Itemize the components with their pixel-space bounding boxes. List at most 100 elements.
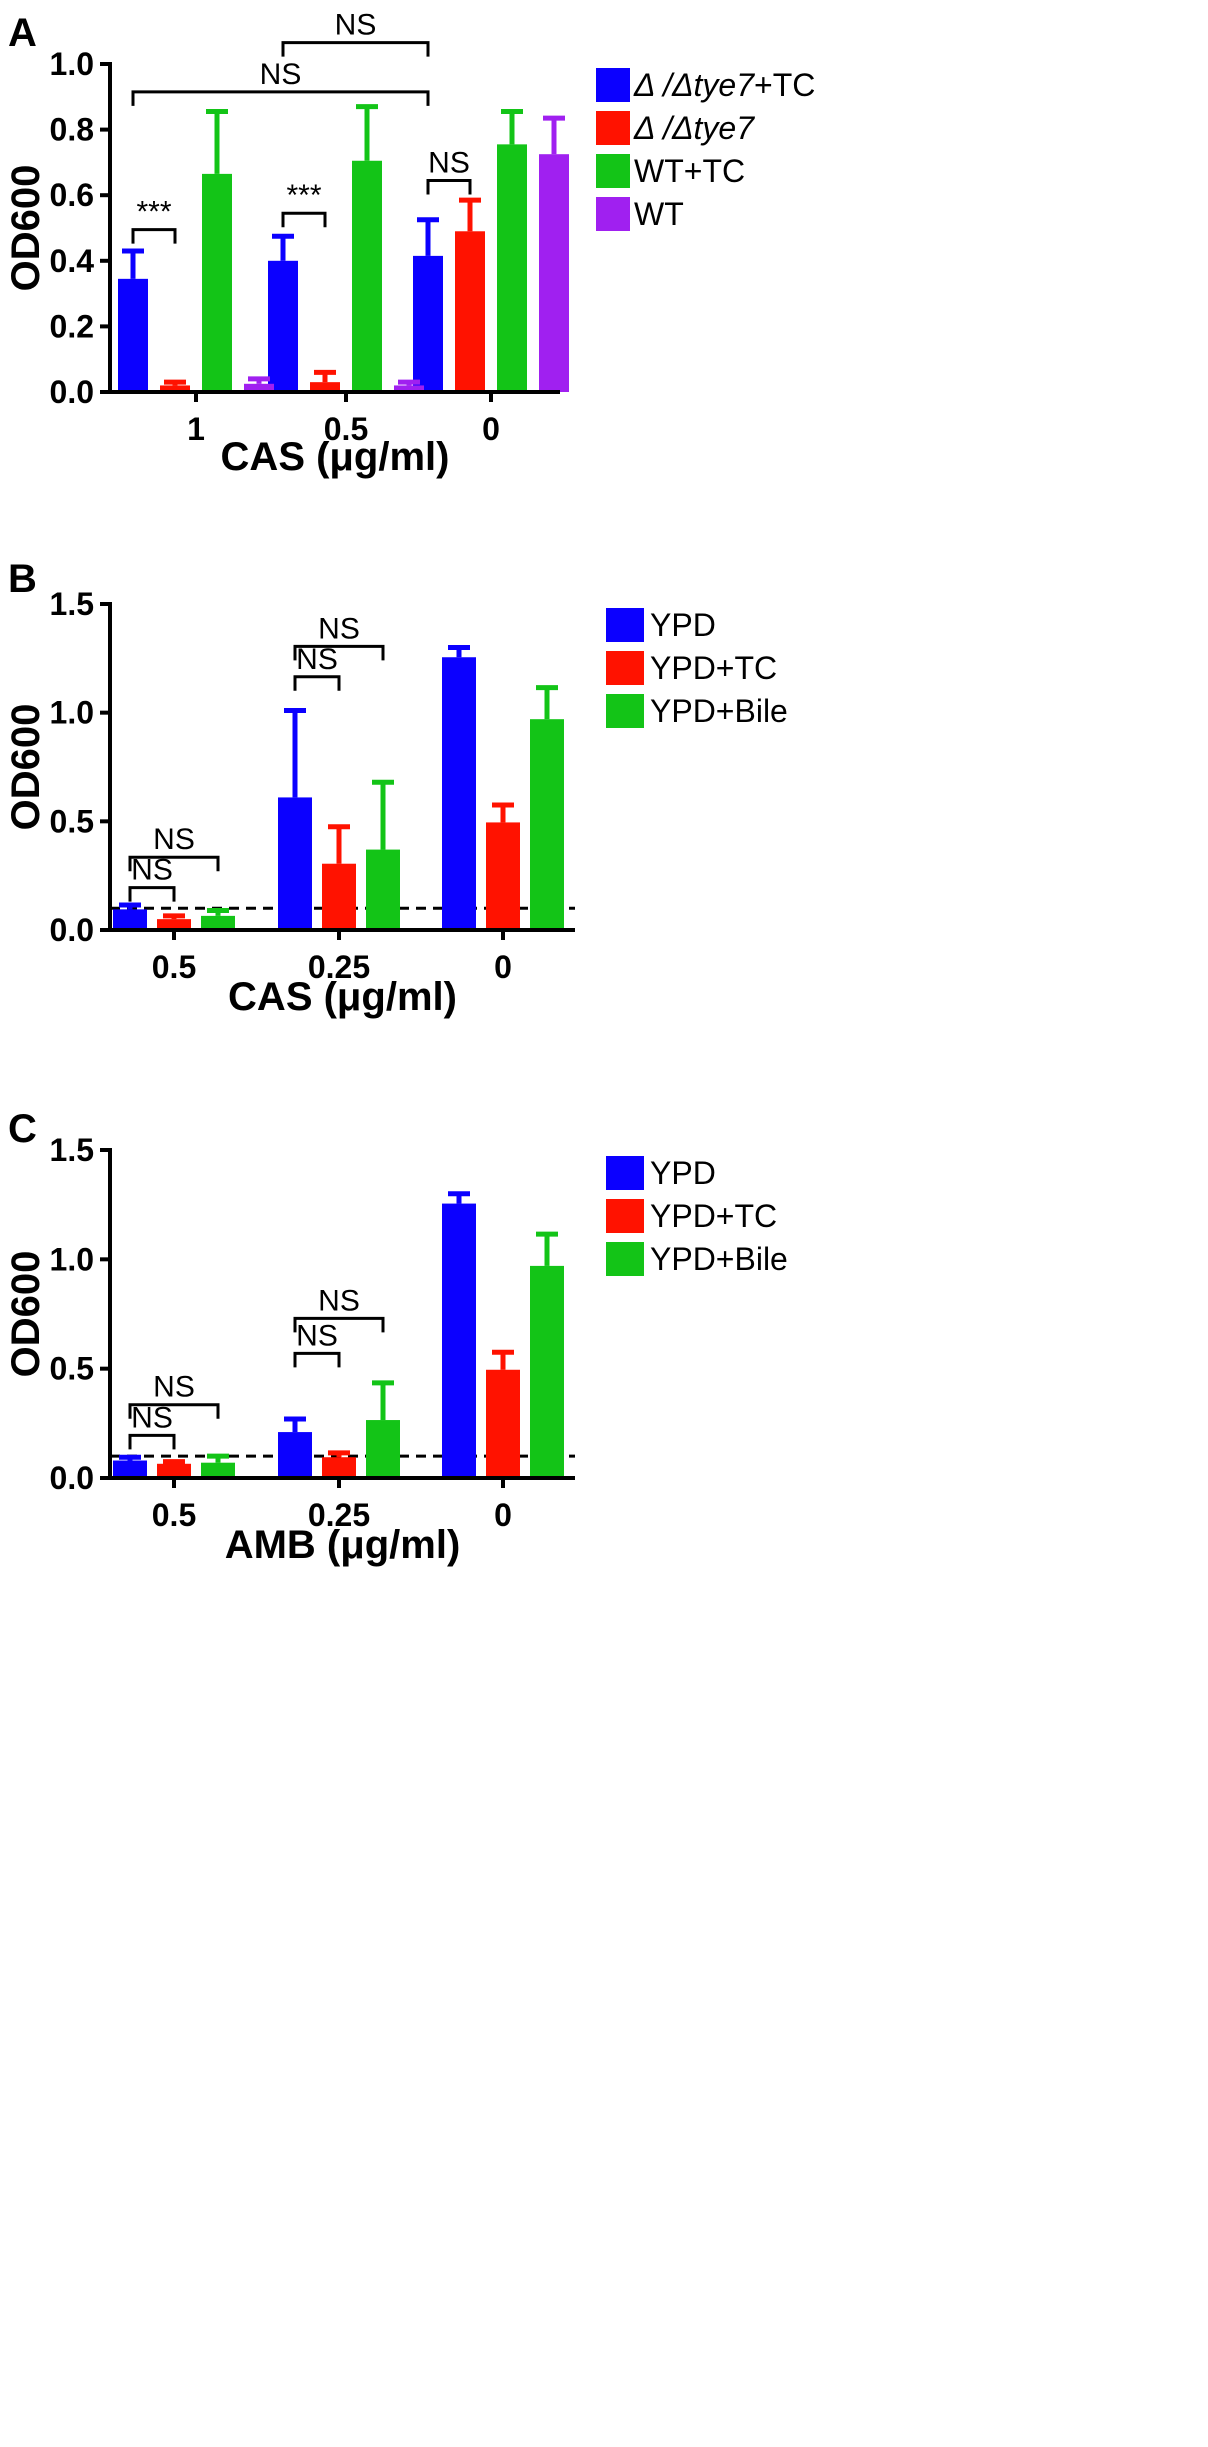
significance-label-c-2: NS [296,1319,338,1352]
legend-swatch-b-2 [606,694,644,728]
significance-bracket-c-2 [293,1351,341,1368]
legend-label-c-0: YPD [650,1155,716,1191]
legend-label-b-2: YPD+Bile [650,693,788,729]
bar-c-s2-c2 [530,1265,564,1478]
y-tick-label-a-5: 1.0 [50,46,94,82]
bar-b-s1-c2 [486,822,520,930]
legend-label-part-c-2-0: YPD+Bile [650,1241,788,1277]
bar-b-s1-c0 [157,919,191,930]
legend-label-part-a-2-0: WT+TC [634,153,745,189]
legend-swatch-c-0 [606,1156,644,1190]
bar-a-s3-c0 [244,383,274,392]
x-tick-label-a-2: 0 [482,411,500,447]
x-tick-label-b-2: 0 [494,949,512,985]
legend-label-c-1: YPD+TC [650,1198,777,1234]
y-tick-label-a-1: 0.2 [50,308,94,344]
bar-c-s1-c2 [486,1369,520,1478]
y-tick-label-a-3: 0.6 [50,177,94,213]
significance-label-b-3: NS [318,612,360,645]
legend-label-part-a-0-1: tye7 [694,67,756,103]
legend-swatch-a-3 [596,197,630,231]
bar-a-s3-c2 [539,154,569,392]
significance-bracket-c-1 [128,1403,220,1419]
significance-bracket-b-3 [293,644,385,661]
legend-label-part-a-1-0: Δ /Δ [633,110,694,146]
bar-a-s1-c1 [310,382,340,392]
legend-label-a-2: WT+TC [634,153,745,189]
legend-label-c-2: YPD+Bile [650,1241,788,1277]
legend-swatch-c-2 [606,1242,644,1276]
legend-label-part-c-0-0: YPD [650,1155,716,1191]
significance-bracket-b-2 [293,675,341,691]
panel-letter-b: B [8,557,37,601]
y-axis-title-b: OD600 [4,704,48,831]
bar-a-s1-c0 [160,385,190,392]
bar-c-s0-c1 [278,1432,312,1478]
legend-label-part-b-0-0: YPD [650,607,716,643]
bar-c-s0-c0 [113,1460,147,1478]
significance-label-a-0: *** [136,196,171,229]
legend-label-b-1: YPD+TC [650,650,777,686]
bar-a-s0-c0 [118,278,148,392]
bar-c-s1-c1 [322,1457,356,1478]
significance-bracket-c-3 [293,1316,385,1333]
significance-bracket-a-1 [281,211,327,228]
legend-label-part-a-1-1: tye7 [694,110,756,146]
y-tick-label-c-0: 0.0 [50,1460,94,1496]
bar-a-s2-c2 [497,144,527,392]
x-tick-label-c-1: 0.25 [308,1497,370,1533]
y-tick-label-a-0: 0.0 [50,374,94,410]
bar-a-s3-c1 [394,385,424,392]
bar-c-s0-c2 [442,1203,476,1478]
legend-swatch-b-1 [606,651,644,685]
significance-label-a-4: NS [335,9,377,42]
legend-swatch-b-0 [606,608,644,642]
x-tick-label-b-1: 0.25 [308,949,370,985]
bar-a-s0-c2 [413,255,443,392]
y-tick-label-b-0: 0.0 [50,912,94,948]
y-tick-label-c-3: 1.5 [50,1132,94,1168]
y-tick-label-a-2: 0.4 [50,243,95,279]
y-axis-title-a: OD600 [4,165,48,292]
significance-label-c-1: NS [153,1371,195,1404]
y-tick-label-b-2: 1.0 [50,695,94,731]
legend-label-b-0: YPD [650,607,716,643]
significance-label-a-2: NS [428,146,470,179]
bar-b-s0-c1 [278,797,312,930]
significance-bracket-a-2 [426,178,472,195]
bar-a-s0-c1 [268,260,298,392]
x-tick-label-c-0: 0.5 [152,1497,196,1533]
significance-bracket-c-0 [128,1433,176,1450]
bar-a-s2-c0 [202,173,232,392]
significance-bracket-a-4 [281,41,430,57]
legend-label-a-0: Δ /Δtye7+TC [633,67,815,103]
y-tick-label-b-3: 1.5 [50,586,94,622]
bar-b-s1-c1 [322,863,356,930]
legend-swatch-a-1 [596,111,630,145]
bar-c-s2-c1 [366,1420,400,1478]
panel-a-chart: A 0.0 0.2 0.4 0.6 0.8 1.0 1 0.5 0 CAS (μg/ml) OD600… [4,9,815,479]
bar-b-s2-c1 [366,849,400,930]
significance-label-c-0: NS [131,1401,173,1434]
significance-bracket-a-0 [131,228,177,244]
bar-b-s2-c0 [201,915,235,930]
significance-label-a-1: *** [286,179,321,212]
legend-label-part-b-1-0: YPD+TC [650,650,777,686]
legend-label-part-b-2-0: YPD+Bile [650,693,788,729]
x-tick-label-a-1: 0.5 [324,411,368,447]
legend-swatch-c-1 [606,1199,644,1233]
bar-b-s0-c2 [442,657,476,930]
legend-label-a-3: WT [634,196,684,232]
y-tick-label-c-2: 1.0 [50,1241,94,1277]
bar-a-s1-c2 [455,231,485,392]
x-axis-title-b: CAS (μg/ml) [228,975,457,1019]
significance-label-b-0: NS [131,854,173,887]
panel-letter-c: C [8,1107,37,1151]
significance-bracket-a-3 [131,90,430,106]
bar-b-s0-c0 [113,909,147,930]
significance-bracket-b-1 [128,855,220,872]
x-tick-label-c-2: 0 [494,1497,512,1533]
